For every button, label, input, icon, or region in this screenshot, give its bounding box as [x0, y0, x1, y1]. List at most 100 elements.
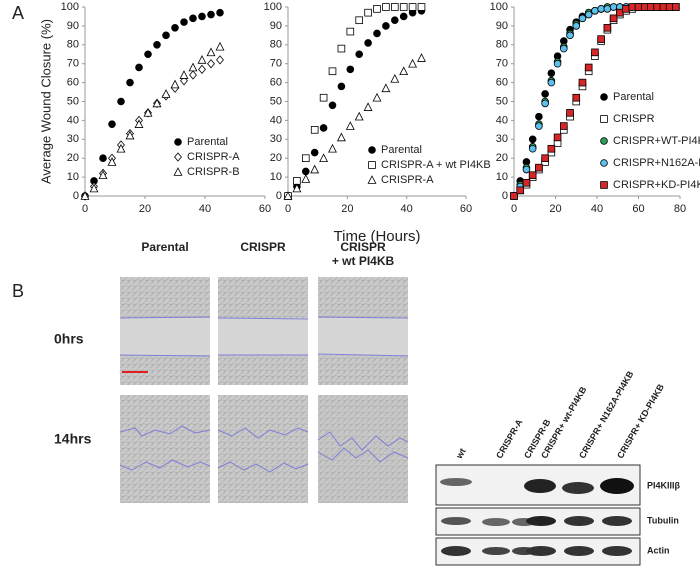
western-blot — [435, 464, 641, 566]
legend-label: Parental — [187, 136, 228, 148]
point — [108, 120, 116, 128]
point — [381, 83, 391, 93]
y-tick-label: 40 — [67, 114, 79, 126]
point — [665, 3, 674, 11]
point — [622, 5, 630, 13]
point — [634, 3, 643, 11]
column-label: CRISPR — [240, 240, 286, 254]
point — [591, 6, 599, 15]
point — [216, 8, 224, 17]
point — [337, 44, 346, 53]
y-tick-label: 0 — [73, 190, 79, 202]
point — [417, 53, 426, 62]
band-label: PI4KIIIβ — [647, 480, 681, 490]
point — [597, 5, 605, 13]
x-tick-label: 80 — [674, 203, 686, 215]
point — [522, 178, 531, 187]
point — [417, 3, 426, 11]
legend-label: CRISPR-A — [381, 174, 434, 186]
row-label: 14hrs — [54, 431, 92, 447]
x-tick-label: 0 — [511, 203, 517, 215]
y-tick-label: 60 — [270, 77, 282, 89]
legend-marker — [368, 161, 376, 169]
point — [319, 93, 328, 102]
point — [355, 16, 363, 25]
x-axis-label: Time (Hours) — [334, 228, 421, 245]
point — [372, 92, 382, 102]
point — [197, 55, 207, 64]
point — [541, 99, 549, 108]
legend-label: CRISPR+KD-PI4KB — [613, 179, 700, 191]
point — [647, 3, 655, 11]
y-tick-label: 70 — [496, 58, 508, 70]
point — [547, 69, 556, 77]
point — [80, 191, 90, 200]
point — [516, 186, 525, 195]
point — [382, 22, 390, 30]
point — [99, 154, 107, 163]
legend-label: CRISPR+N162A-PI4KB — [613, 157, 700, 169]
legend-label: CRISPR-A + wt PI4KB — [381, 159, 491, 171]
point — [616, 8, 624, 17]
point — [216, 55, 224, 65]
point — [171, 23, 179, 32]
point — [528, 171, 537, 180]
row-label: 0hrs — [54, 331, 84, 347]
legend-marker — [173, 167, 183, 176]
point — [301, 154, 310, 163]
point — [161, 89, 171, 98]
band-label: Tubulin — [647, 515, 679, 525]
lane-label: CRISPR-A — [494, 417, 525, 460]
y-tick-label: 90 — [67, 20, 79, 32]
point — [89, 183, 99, 193]
x-tick-label: 40 — [591, 203, 603, 215]
point — [373, 29, 381, 38]
legend-marker — [174, 138, 182, 146]
point — [363, 102, 373, 111]
y-tick-label: 70 — [270, 58, 282, 70]
point — [597, 35, 605, 43]
point — [408, 58, 418, 68]
point — [659, 3, 668, 11]
point — [399, 12, 408, 21]
point — [180, 18, 188, 26]
panel-label: A — [12, 3, 24, 23]
point — [117, 97, 125, 106]
point — [528, 135, 537, 144]
point — [364, 8, 372, 17]
x-tick-label: 20 — [549, 203, 561, 215]
legend-marker — [368, 146, 376, 154]
point — [603, 23, 612, 32]
point — [319, 124, 328, 132]
point — [328, 101, 337, 110]
point — [572, 22, 581, 30]
legend-marker — [600, 181, 608, 189]
point — [559, 44, 568, 53]
point — [162, 31, 170, 40]
point — [591, 48, 599, 57]
point — [553, 59, 562, 68]
column-label: + wt PI4KB — [332, 254, 395, 268]
x-tick-label: 40 — [199, 203, 211, 215]
point — [535, 122, 543, 130]
point — [672, 3, 680, 11]
y-tick-label: 40 — [496, 114, 508, 126]
point — [566, 31, 574, 40]
y-tick-label: 20 — [496, 152, 508, 164]
point — [560, 122, 568, 130]
point — [135, 63, 143, 72]
point — [283, 191, 293, 200]
point — [170, 79, 180, 89]
point — [301, 167, 310, 176]
y-tick-label: 90 — [270, 20, 282, 32]
point — [215, 41, 225, 51]
y-tick-label: 100 — [61, 1, 79, 13]
y-tick-label: 10 — [270, 171, 282, 183]
point — [354, 111, 364, 121]
legend-marker — [600, 159, 608, 167]
point — [292, 183, 302, 193]
point — [535, 112, 543, 121]
legend-label: CRISPR+WT-PI4KB — [613, 135, 700, 147]
y-axis-label: Average Wound Closure (%) — [38, 19, 53, 184]
point — [584, 63, 593, 72]
